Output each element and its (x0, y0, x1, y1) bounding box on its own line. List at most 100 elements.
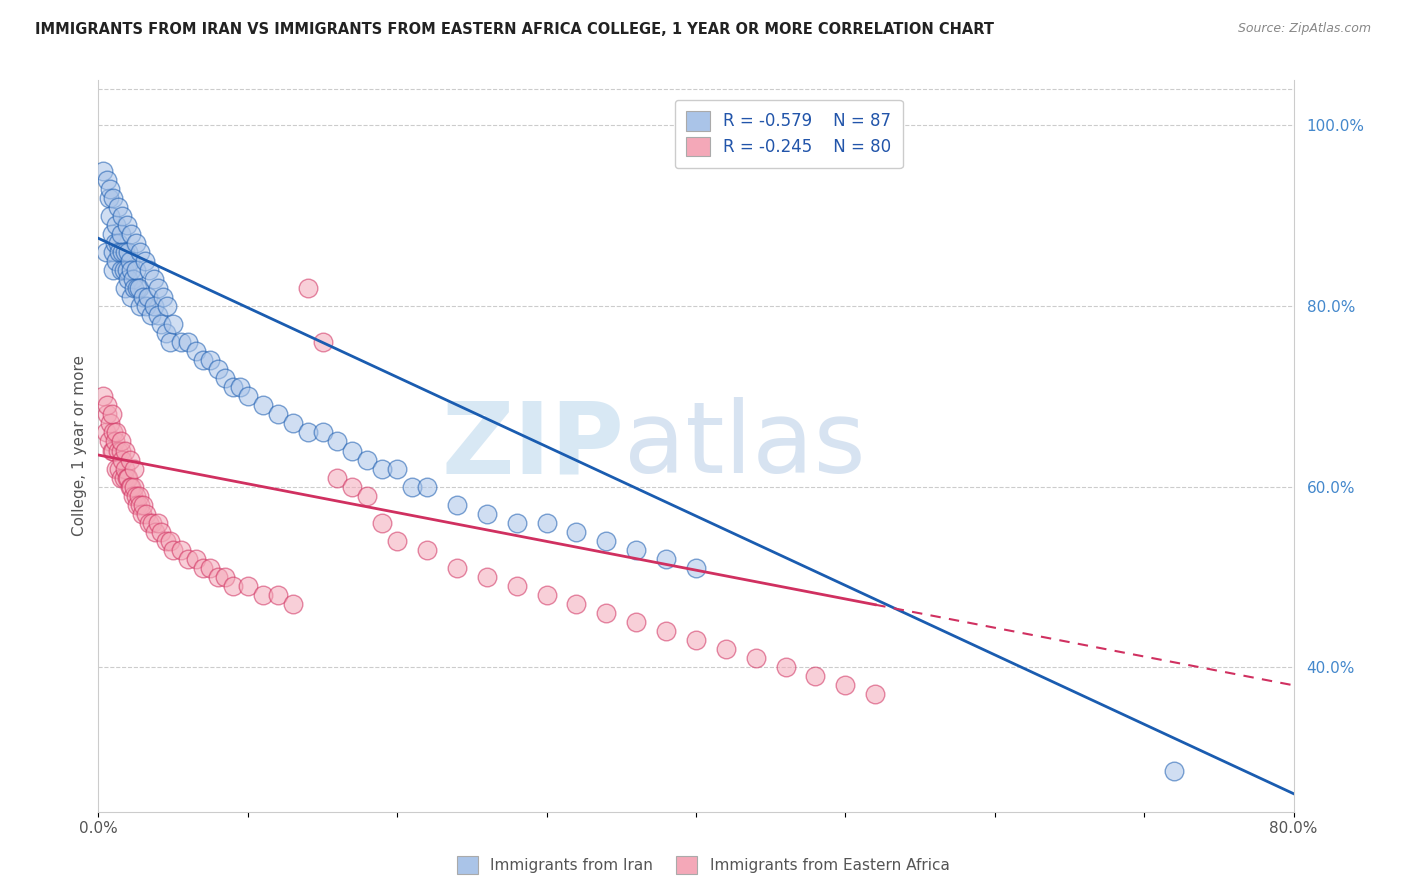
Point (118, 253, 141, 268)
Point (125, 235, 148, 250)
Point (114, 443, 136, 458)
Point (1163, 764, 1185, 778)
Point (222, 579, 245, 593)
Point (326, 470, 349, 484)
Point (416, 542, 439, 557)
Point (865, 687, 887, 701)
Point (108, 461, 131, 475)
Point (114, 281, 136, 295)
Point (129, 244, 152, 259)
Point (207, 362, 229, 376)
Point (103, 244, 125, 259)
Point (356, 452, 378, 467)
Point (267, 588, 290, 602)
Point (117, 244, 139, 259)
Point (101, 443, 124, 458)
Point (107, 443, 129, 458)
Point (97, 434, 120, 449)
Point (105, 253, 128, 268)
Point (565, 524, 588, 539)
Point (132, 498, 155, 512)
Point (110, 434, 132, 449)
Point (148, 516, 170, 530)
Point (129, 498, 152, 512)
Point (371, 516, 394, 530)
Point (114, 244, 136, 259)
Point (155, 326, 177, 340)
Point (118, 480, 141, 494)
Legend: R = -0.579    N = 87, R = -0.245    N = 80: R = -0.579 N = 87, R = -0.245 N = 80 (675, 100, 903, 168)
Point (371, 461, 394, 475)
Point (96, 172, 118, 186)
Point (236, 389, 259, 403)
Text: IMMIGRANTS FROM IRAN VS IMMIGRANTS FROM EASTERN AFRICA COLLEGE, 1 YEAR OR MORE C: IMMIGRANTS FROM IRAN VS IMMIGRANTS FROM … (35, 22, 994, 37)
Point (229, 380, 252, 394)
Point (142, 272, 165, 286)
Point (297, 425, 319, 440)
Point (506, 516, 529, 530)
Point (252, 398, 274, 412)
Point (626, 615, 648, 629)
Point (385, 461, 409, 475)
Point (475, 570, 498, 584)
Point (475, 507, 498, 521)
Point (200, 561, 222, 575)
Point (120, 227, 142, 241)
Point (536, 588, 558, 602)
Point (118, 452, 141, 467)
Point (120, 290, 142, 304)
Point (110, 443, 132, 458)
Point (685, 633, 707, 648)
Point (155, 533, 177, 548)
Point (595, 533, 617, 548)
Point (96, 408, 118, 422)
Point (104, 235, 127, 250)
Point (101, 408, 124, 422)
Point (252, 588, 274, 602)
Point (169, 335, 191, 350)
Point (121, 272, 143, 286)
Point (110, 263, 132, 277)
Point (148, 281, 170, 295)
Point (101, 227, 124, 241)
Point (191, 561, 214, 575)
Point (446, 498, 468, 512)
Point (105, 461, 128, 475)
Text: Source: ZipAtlas.com: Source: ZipAtlas.com (1237, 22, 1371, 36)
Point (506, 579, 529, 593)
Point (134, 253, 156, 268)
Point (108, 244, 131, 259)
Point (595, 606, 617, 620)
Legend: Immigrants from Iran, Immigrants from Eastern Africa: Immigrants from Iran, Immigrants from Ea… (450, 850, 956, 880)
Point (120, 263, 142, 277)
Point (356, 489, 378, 503)
Point (142, 299, 165, 313)
Point (342, 480, 364, 494)
Point (98, 209, 122, 223)
Point (139, 308, 162, 322)
Point (714, 642, 737, 657)
Point (104, 434, 127, 449)
Point (311, 425, 333, 440)
Point (141, 516, 163, 530)
Point (297, 281, 319, 295)
Point (125, 489, 148, 503)
Point (565, 597, 588, 611)
Point (103, 263, 125, 277)
Point (156, 299, 179, 313)
Point (117, 272, 139, 286)
Point (125, 263, 148, 277)
Point (150, 317, 173, 331)
Point (124, 480, 146, 494)
Point (97, 191, 120, 205)
Point (177, 335, 200, 350)
Point (112, 470, 135, 484)
Point (120, 480, 142, 494)
Point (222, 380, 245, 394)
Point (114, 461, 136, 475)
Point (184, 344, 207, 359)
Point (446, 561, 468, 575)
Point (111, 209, 134, 223)
Point (110, 470, 132, 484)
Point (117, 470, 139, 484)
